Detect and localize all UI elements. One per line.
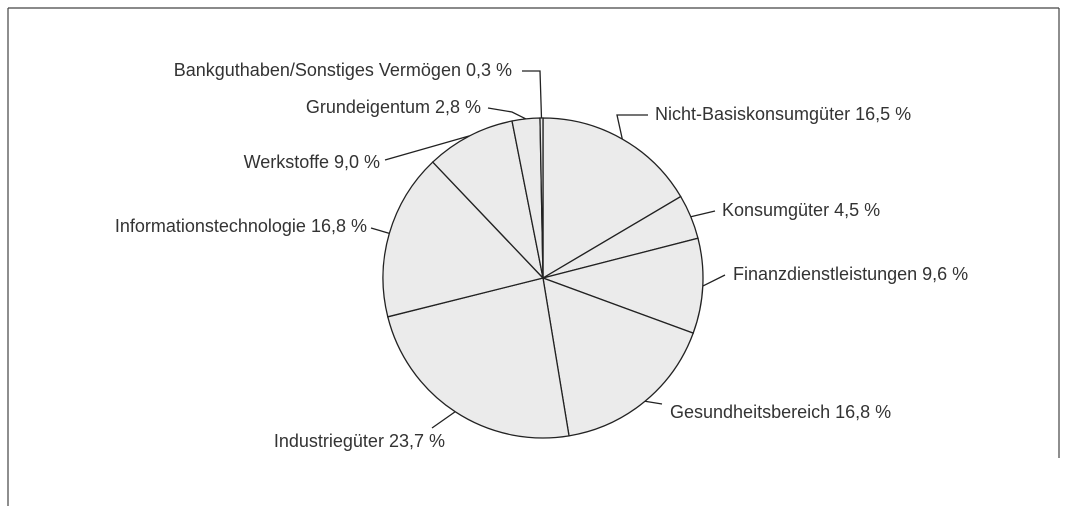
category-label: Werkstoffe xyxy=(244,152,329,172)
leader-line xyxy=(644,400,663,405)
leader-line xyxy=(431,411,456,429)
category-label: Gesundheitsbereich xyxy=(670,402,830,422)
slice-label: Grundeigentum 2,8 % xyxy=(306,97,481,117)
slice-label: Werkstoffe 9,0 % xyxy=(244,152,380,172)
pie-slice xyxy=(382,161,545,318)
value-label: 16,5 % xyxy=(855,104,911,124)
value-label: 0,3 % xyxy=(466,60,512,80)
leader-line xyxy=(487,107,527,120)
category-label: Bankguthaben/Sonstiges Vermögen xyxy=(174,60,461,80)
slice-label: Nicht-Basiskonsumgüter 16,5 % xyxy=(655,104,911,124)
value-label: 16,8 % xyxy=(311,216,367,236)
slice-label: Finanzdienstleistungen 9,6 % xyxy=(733,264,968,284)
leader-line xyxy=(384,135,470,161)
slice-label: Konsumgüter 4,5 % xyxy=(722,200,880,220)
slice-label: Industriegüter 23,7 % xyxy=(274,431,445,451)
leader-line xyxy=(690,210,716,218)
category-label: Nicht-Basiskonsumgüter xyxy=(655,104,850,124)
pie-slice xyxy=(542,277,695,437)
value-label: 16,8 % xyxy=(835,402,891,422)
leader-line xyxy=(370,227,390,234)
pie-slice xyxy=(540,237,704,334)
value-label: 4,5 % xyxy=(834,200,880,220)
slice-label: Gesundheitsbereich 16,8 % xyxy=(670,402,891,422)
slice-label: Informationstechnologie 16,8 % xyxy=(115,216,367,236)
category-label: Industriegüter xyxy=(274,431,384,451)
category-label: Finanzdienstleistungen xyxy=(733,264,917,284)
pie-slice xyxy=(431,120,545,281)
leader-line xyxy=(702,274,726,287)
value-label: 9,0 % xyxy=(334,152,380,172)
value-label: 9,6 % xyxy=(922,264,968,284)
value-label: 23,7 % xyxy=(389,431,445,451)
leader-line xyxy=(616,114,648,140)
slice-label: Bankguthaben/Sonstiges Vermögen 0,3 % xyxy=(174,60,512,80)
value-label: 2,8 % xyxy=(435,97,481,117)
leader-line xyxy=(522,70,543,119)
category-label: Grundeigentum xyxy=(306,97,430,117)
pie-slice xyxy=(386,277,570,439)
category-label: Informationstechnologie xyxy=(115,216,306,236)
category-label: Konsumgüter xyxy=(722,200,829,220)
